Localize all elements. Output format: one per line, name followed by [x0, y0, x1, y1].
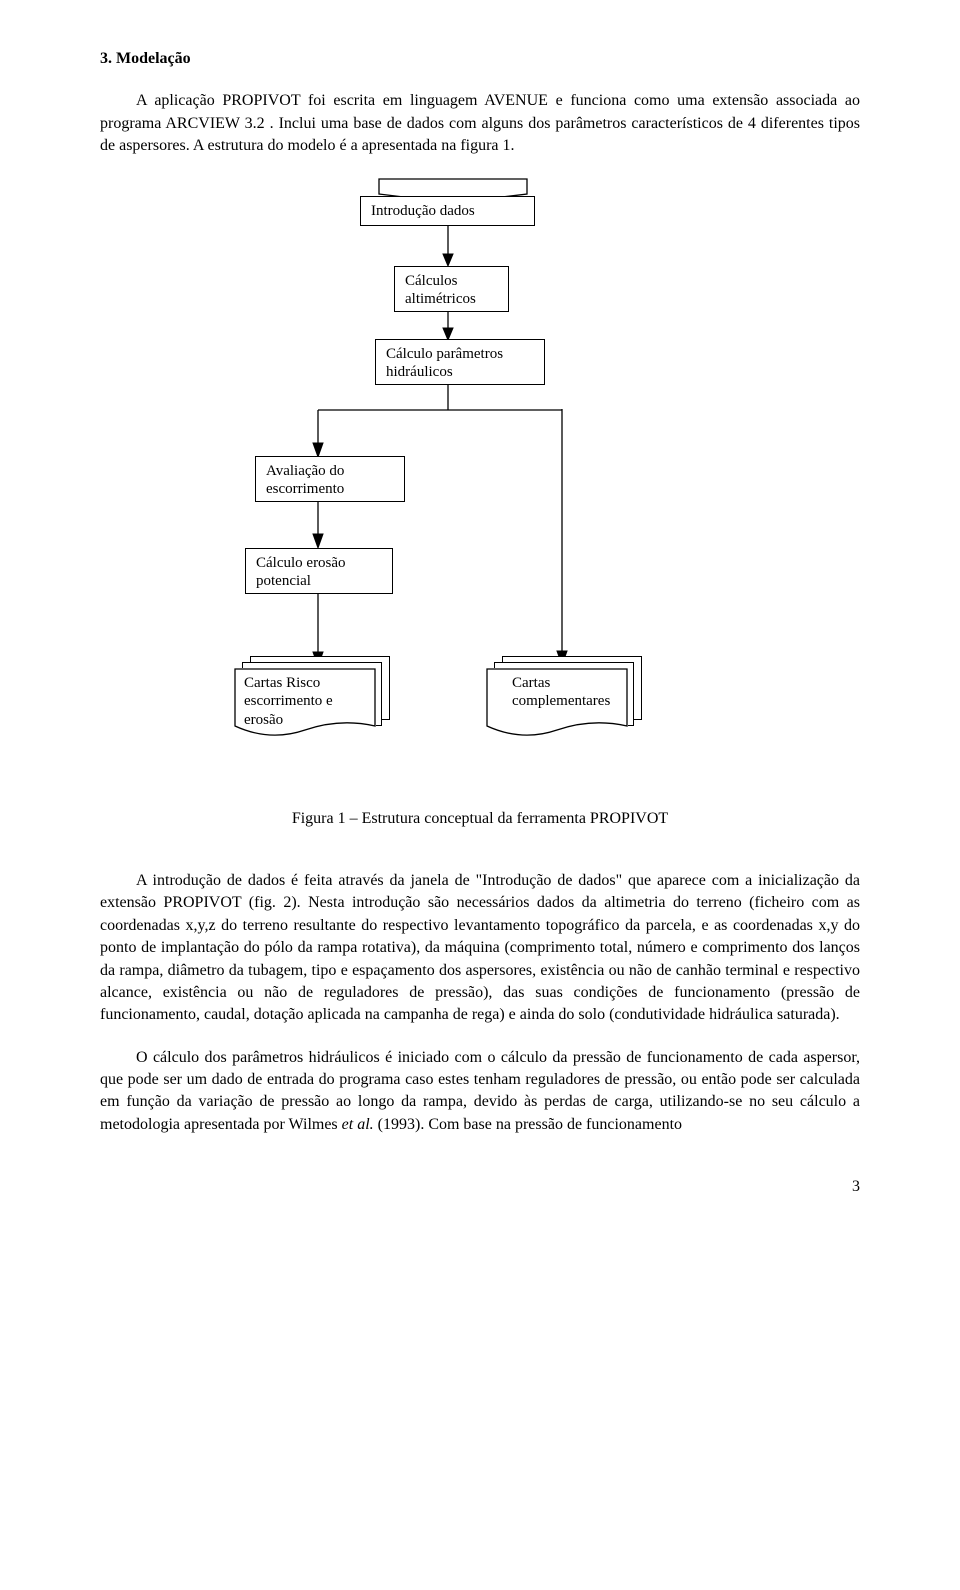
node-calc-erosao-label: Cálculo erosão potencial — [256, 554, 346, 592]
body-para-2: A introdução de dados é feita através da… — [100, 870, 860, 1027]
doc-compl-label: Cartas complementares — [512, 674, 642, 712]
page-number: 3 — [100, 1176, 860, 1198]
node-avaliacao-escorrimento-label: Avaliação do escorrimento — [266, 462, 344, 500]
split-connector — [300, 385, 580, 465]
figure-caption: Figura 1 – Estrutura conceptual da ferra… — [100, 808, 860, 830]
intro-paragraph: A aplicação PROPIVOT foi escrita em ling… — [100, 90, 860, 157]
body-para-3-italic: et al. — [342, 1116, 374, 1133]
flowchart-diagram: Introdução dados Cálculos altimétricos C… — [200, 178, 760, 798]
body-para-3b: (1993). Com base na pressão de funcionam… — [374, 1116, 682, 1133]
node-calc-altimetricos-label: Cálculos altimétricos — [405, 272, 476, 310]
node-intro-dados: Introdução dados — [360, 196, 535, 226]
right-branch-line — [554, 409, 570, 667]
node-calc-hidraulicos: Cálculo parâmetros hidráulicos — [375, 339, 545, 385]
body-para-3: O cálculo dos parâmetros hidráulicos é i… — [100, 1047, 860, 1137]
node-calc-altimetricos: Cálculos altimétricos — [394, 266, 509, 312]
node-calc-erosao: Cálculo erosão potencial — [245, 548, 393, 594]
doc-risco-label: Cartas Risco escorrimento e erosão — [244, 674, 374, 730]
arrow-intro-to-alt — [440, 226, 456, 268]
section-heading: 3. Modelação — [100, 48, 860, 70]
node-calc-hidraulicos-label: Cálculo parâmetros hidráulicos — [386, 345, 503, 383]
node-intro-dados-label: Introdução dados — [371, 202, 475, 221]
arrow-aval-to-eros — [310, 502, 326, 550]
node-avaliacao-escorrimento: Avaliação do escorrimento — [255, 456, 405, 502]
arrow-alt-to-hid — [440, 312, 456, 342]
